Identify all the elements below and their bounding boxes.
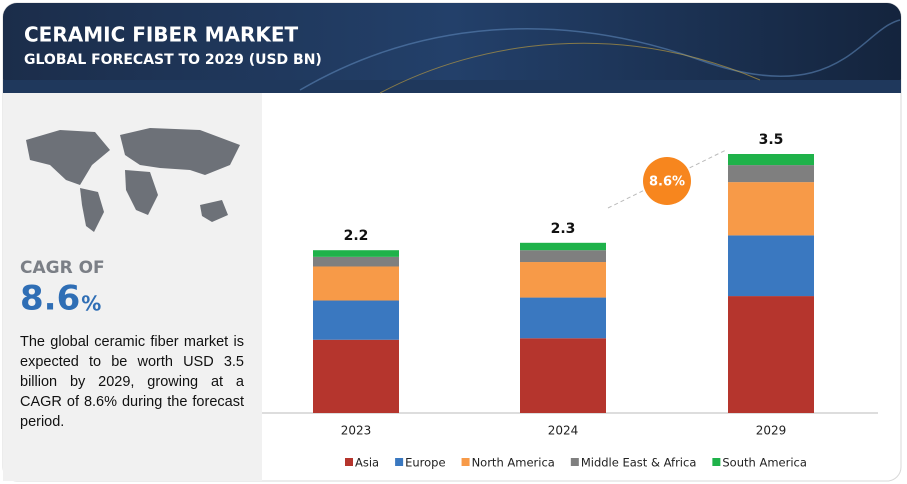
bar-segment xyxy=(313,300,399,340)
bar-segment xyxy=(520,242,606,251)
bar-segment xyxy=(520,262,606,298)
legend-label: Europe xyxy=(405,456,445,470)
x-tick-label: 2024 xyxy=(548,424,579,438)
legend-label: Middle East & Africa xyxy=(581,456,697,470)
bar-segment xyxy=(313,256,399,267)
header xyxy=(3,3,901,93)
legend-swatch xyxy=(712,458,721,466)
description: The global ceramic fiber market is expec… xyxy=(20,334,244,430)
total-label: 3.5 xyxy=(759,132,784,148)
bar-segment xyxy=(728,235,814,297)
cagr-value: 8.6 xyxy=(20,279,80,319)
legend-swatch xyxy=(395,458,404,466)
chart-title: CERAMIC FIBER MARKET xyxy=(24,23,299,47)
x-tick-label: 2029 xyxy=(756,424,787,438)
chart-subtitle: GLOBAL FORECAST TO 2029 (USD BN) xyxy=(24,52,322,68)
bar-segment xyxy=(520,338,606,413)
growth-badge xyxy=(643,157,691,205)
bar-segment xyxy=(313,266,399,301)
legend-swatch xyxy=(345,458,353,466)
total-label: 2.3 xyxy=(551,221,576,237)
growth-badge-label: 8.6% xyxy=(649,175,685,190)
bar-segment xyxy=(728,296,814,413)
bar-segment xyxy=(520,297,606,339)
bar-segment xyxy=(728,154,814,166)
bar-segment xyxy=(728,165,814,183)
cagr-unit: % xyxy=(81,292,101,316)
decor-line xyxy=(379,42,761,94)
bar-segment xyxy=(313,339,399,413)
world-map xyxy=(26,128,240,232)
total-label: 2.2 xyxy=(344,228,369,244)
legend-label: Asia xyxy=(355,456,379,470)
legend-swatch xyxy=(570,458,579,466)
legend-label: South America xyxy=(722,456,807,470)
legend-swatch xyxy=(461,458,470,466)
header-base xyxy=(3,80,901,93)
cagr-label: CAGR OF xyxy=(20,258,105,278)
bar-segment xyxy=(520,250,606,263)
bar-segment xyxy=(313,250,399,257)
bar-segment xyxy=(728,182,814,236)
legend-label: North America xyxy=(472,456,555,470)
x-tick-label: 2023 xyxy=(341,424,372,438)
decor-line xyxy=(299,19,901,91)
